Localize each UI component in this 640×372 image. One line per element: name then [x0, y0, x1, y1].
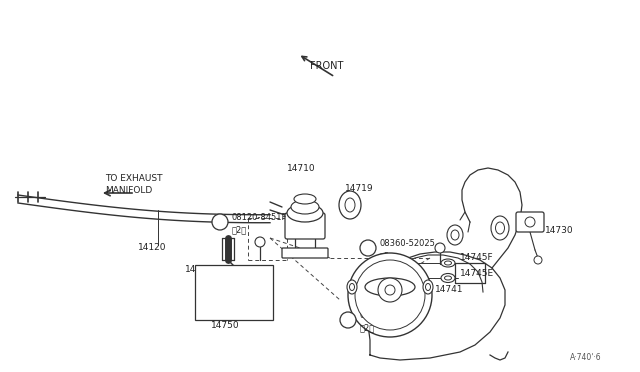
Text: FRONT: FRONT [310, 61, 344, 71]
Text: 14719: 14719 [345, 183, 374, 192]
Ellipse shape [294, 194, 316, 204]
Text: 14730: 14730 [545, 225, 573, 234]
Text: TO EXHAUST: TO EXHAUST [105, 173, 163, 183]
Ellipse shape [349, 283, 355, 291]
Circle shape [378, 278, 402, 302]
Text: B: B [346, 317, 350, 323]
Text: 14745E: 14745E [460, 269, 494, 278]
Ellipse shape [445, 276, 451, 280]
Ellipse shape [445, 261, 451, 265]
Ellipse shape [365, 278, 415, 296]
Circle shape [348, 253, 432, 337]
Text: 08360-52025: 08360-52025 [380, 238, 436, 247]
Ellipse shape [441, 259, 455, 267]
Text: 14120: 14120 [138, 244, 166, 253]
FancyBboxPatch shape [516, 212, 544, 232]
Ellipse shape [339, 191, 361, 219]
Text: 14741: 14741 [435, 285, 463, 295]
Circle shape [525, 217, 535, 227]
Ellipse shape [451, 230, 459, 240]
Ellipse shape [441, 273, 455, 282]
Text: （2）: （2） [360, 324, 375, 333]
Text: 14750: 14750 [211, 321, 239, 330]
Text: S: S [366, 245, 370, 251]
Circle shape [360, 240, 376, 256]
Text: 14710: 14710 [287, 164, 316, 173]
Text: MANIFOLD: MANIFOLD [105, 186, 152, 195]
Circle shape [435, 243, 445, 253]
Ellipse shape [495, 222, 504, 234]
Ellipse shape [491, 216, 509, 240]
Text: 14755P: 14755P [185, 266, 219, 275]
Text: 14745: 14745 [365, 269, 394, 278]
Ellipse shape [426, 283, 431, 291]
Ellipse shape [447, 225, 463, 245]
FancyBboxPatch shape [282, 248, 328, 258]
Ellipse shape [287, 204, 323, 222]
Ellipse shape [291, 200, 319, 214]
Circle shape [534, 256, 542, 264]
FancyBboxPatch shape [285, 213, 325, 239]
Circle shape [385, 285, 395, 295]
Text: 08120-8451F: 08120-8451F [232, 212, 287, 221]
Circle shape [212, 214, 228, 230]
FancyBboxPatch shape [195, 265, 273, 320]
Text: B: B [218, 219, 222, 225]
Ellipse shape [347, 280, 357, 294]
Text: 08120-61233: 08120-61233 [360, 311, 416, 320]
Text: A·740'·6: A·740'·6 [570, 353, 602, 362]
Circle shape [355, 260, 425, 330]
Circle shape [340, 312, 356, 328]
Text: （2）: （2） [380, 251, 396, 260]
Ellipse shape [345, 198, 355, 212]
Ellipse shape [423, 280, 433, 294]
Text: 14745F: 14745F [460, 253, 493, 262]
Circle shape [255, 237, 265, 247]
Text: （2）: （2） [232, 225, 247, 234]
